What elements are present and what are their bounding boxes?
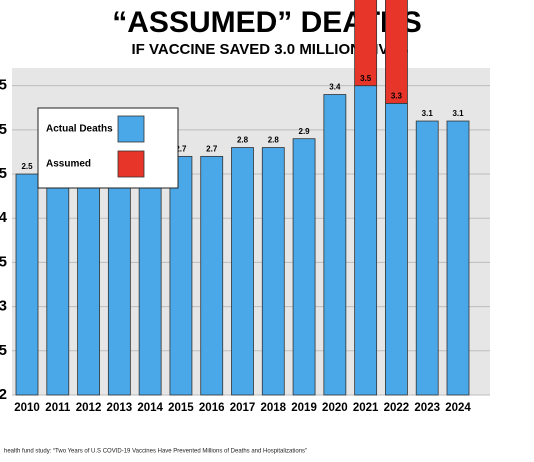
y-tick-label: 2.5 [0,342,7,359]
y-tick-label: 3 [0,298,7,315]
bar-segment [15,173,39,396]
bar-segment [261,147,285,396]
chart-subtitle: IF VACCINE SAVED 3.0 MILLION LIVES [132,41,409,58]
x-tick-label: 2016 [199,402,225,414]
value-label: 2.7 [175,144,187,153]
y-tick-label: 4.5 [0,165,7,182]
value-label: 3.3 [391,91,403,100]
value-label: 3.5 [360,74,372,83]
x-tick-label: 2019 [291,402,317,414]
value-label: 2.9 [299,127,311,136]
x-tick-label: 2015 [168,402,194,414]
x-tick-label: 2012 [76,402,102,414]
value-label: 3.1 [422,109,434,118]
bar-segment [169,155,193,396]
x-tick-label: 2013 [107,402,133,414]
x-tick-label: 2018 [260,402,286,414]
legend-label: Actual Deaths [46,124,113,135]
x-tick-label: 2011 [45,402,71,414]
bar-segment [107,164,131,396]
y-tick-label: 3.5 [0,253,7,270]
x-tick-label: 2017 [230,402,256,414]
bar-segment [138,164,162,396]
x-tick-label: 2021 [353,402,379,414]
x-tick-label: 2023 [414,402,440,414]
bar-segment [231,147,254,396]
legend-box [37,107,179,189]
bar-segment [323,94,347,396]
value-label: 2.8 [237,136,249,145]
legend-swatch [117,150,145,178]
legend-label: Assumed [46,159,91,170]
value-label: 2.7 [206,144,218,153]
x-tick-label: 2010 [14,402,40,414]
bar-segment [415,120,439,396]
bar-segment [385,102,408,396]
bar-segment [292,138,316,396]
x-tick-label: 2020 [322,402,348,414]
value-label: 2.5 [21,162,33,171]
x-tick-label: 2022 [384,402,410,414]
x-tick-label: 2014 [137,402,163,414]
y-tick-label: 5.5 [0,77,7,94]
bar-segment [385,0,408,104]
footnote: health fund study: “Two Years of U.S COV… [4,449,307,455]
y-tick-label: 2 [0,386,7,403]
bar-segment [77,173,100,396]
bar-segment [200,155,224,396]
bar-segment [354,0,378,87]
x-tick-label: 2024 [445,402,471,414]
value-label: 2.8 [268,136,280,145]
legend-swatch [117,115,145,143]
value-label: 3.1 [452,109,464,118]
bar-segment [46,173,70,396]
bar-segment [354,85,378,396]
y-tick-label: 5 [0,121,7,138]
value-label: 3.4 [329,83,341,92]
bar-segment [446,120,470,396]
y-tick-label: 4 [0,209,8,226]
